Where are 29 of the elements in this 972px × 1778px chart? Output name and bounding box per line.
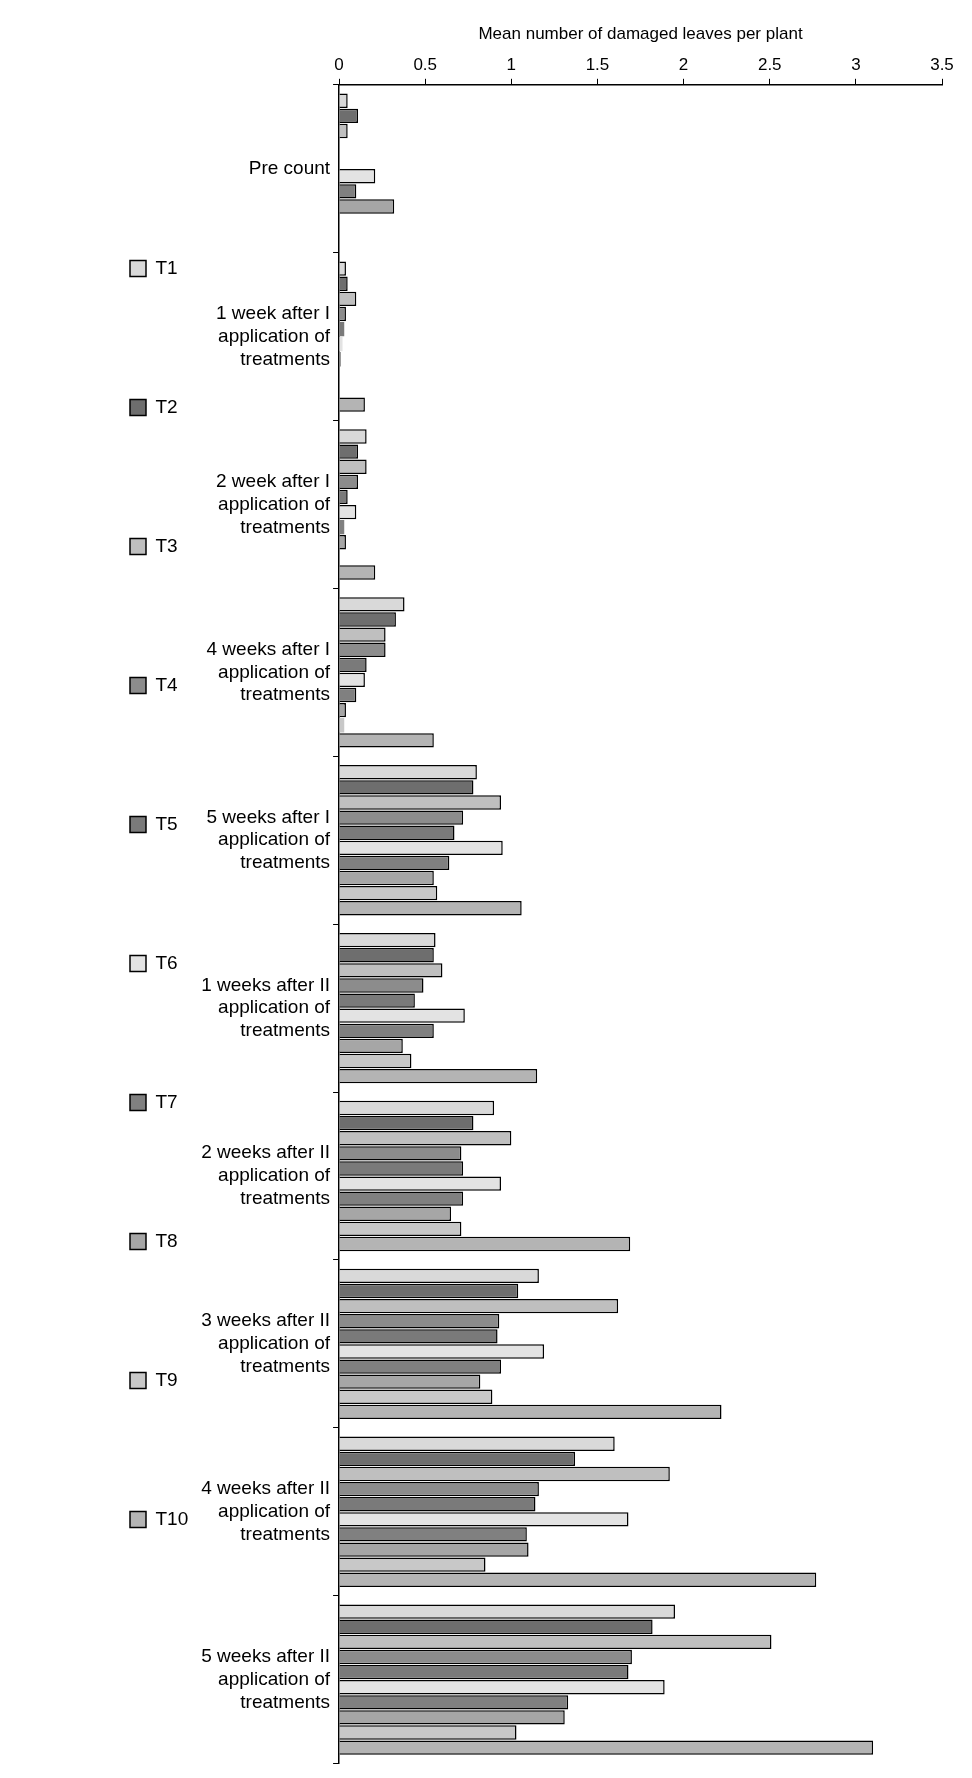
- y-tick-label: 4 weeks after I application of treatments: [206, 637, 331, 705]
- legend-label: T6: [155, 951, 178, 973]
- y-tick-label: 3 weeks after II application of treatments: [201, 1309, 331, 1376]
- y-tick-label: 2 week after I application of treatments: [216, 469, 331, 537]
- y-tick-label: 1 weeks after II application of treatments: [201, 973, 331, 1041]
- legend-label: T9: [155, 1368, 178, 1390]
- x-tick-label: 0.5: [413, 55, 438, 75]
- x-axis-title: Mean number of damaged leaves per plant: [478, 23, 803, 43]
- y-tick-label: 1 week after I application of treatments: [216, 302, 331, 369]
- x-tick-label: 1: [506, 55, 517, 75]
- x-tick-label: 2.5: [757, 55, 782, 75]
- legend-label: T4: [155, 673, 179, 695]
- y-tick-label: Pre count: [248, 156, 331, 178]
- legend-label: T10: [155, 1507, 189, 1529]
- x-tick-label: 3: [851, 55, 861, 75]
- legend-label: T5: [155, 812, 178, 834]
- x-tick-label: 0: [334, 55, 344, 75]
- legend-label: T7: [155, 1090, 178, 1112]
- y-tick-label: 2 weeks after II application of treatments: [201, 1141, 331, 1209]
- legend-label: T1: [155, 256, 178, 278]
- x-tick-label: 3.5: [930, 55, 954, 75]
- y-tick-label: 5 weeks after II application of treatments: [201, 1645, 331, 1712]
- legend-label: T8: [155, 1229, 178, 1251]
- y-tick-label: 4 weeks after II application of treatments: [201, 1477, 331, 1544]
- x-tick-label: 1.5: [585, 55, 610, 75]
- legend-label: T3: [155, 534, 178, 556]
- legend-label: T2: [155, 395, 178, 417]
- y-tick-label: 5 weeks after I application of treatments: [206, 805, 331, 873]
- x-tick-label: 2: [678, 55, 689, 75]
